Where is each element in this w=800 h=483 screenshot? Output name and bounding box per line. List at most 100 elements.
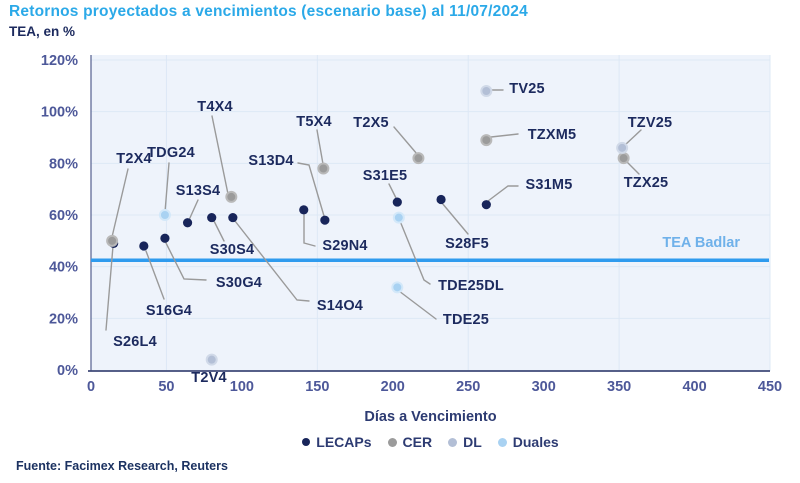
leader-line-t2x4 [111, 168, 129, 238]
legend-dot-dual [497, 437, 507, 447]
legend-item-dual: Duales [497, 434, 559, 450]
point-s16g4 [139, 241, 149, 251]
label-t2v4: T2V4 [191, 370, 226, 386]
point-tdg24 [158, 209, 171, 221]
point-t2x5 [412, 152, 425, 165]
point-s28f5 [436, 194, 446, 205]
point-s29n4 [299, 205, 309, 215]
legend-label-cer: CER [402, 434, 433, 450]
leader-line-s13s4 [188, 199, 199, 221]
point-s14o4 [228, 212, 238, 223]
legend-label-lecap: LECAPs [316, 434, 372, 450]
x-tick-label: 100 [230, 379, 254, 395]
label-s26l4: S26L4 [113, 334, 157, 350]
y-tick-label: 80% [49, 156, 78, 172]
source-note: Fuente: Facimex Research, Reuters [16, 459, 228, 473]
label-tzx25: TZX25 [624, 175, 669, 191]
point-tzv25 [616, 141, 629, 154]
point-s30g4 [160, 233, 170, 243]
x-tick-label: 0 [87, 379, 95, 395]
label-t5x4: T5X4 [296, 114, 331, 130]
x-tick-label: 450 [758, 379, 782, 395]
badlar-label: TEA Badlar [662, 235, 740, 251]
legend-label-dual: Duales [512, 434, 559, 450]
point-t5x4 [317, 162, 330, 175]
y-tick-label: 120% [41, 53, 78, 69]
label-s13d4: S13D4 [248, 153, 293, 169]
leader-line-s28f5 [441, 202, 469, 235]
legend-item-cer: CER [387, 434, 433, 450]
leader-line-t4x4 [211, 115, 229, 195]
leader-line-tzxm5 [490, 133, 519, 138]
label-t4x4: T4X4 [197, 99, 232, 115]
y-tick-label: 20% [49, 311, 78, 327]
x-tick-label: 400 [682, 379, 706, 395]
label-t2x4: T2X4 [116, 151, 151, 167]
leader-line-tde25 [398, 290, 437, 320]
label-s28f5: S28F5 [445, 236, 489, 252]
legend-item-dl: DL [448, 434, 482, 450]
chart-title: Retornos proyectados a vencimientos (esc… [9, 3, 528, 20]
leader-line-s31m5 [487, 185, 519, 202]
legend-dot-cer [387, 437, 397, 447]
leader-line-s30s4 [213, 220, 225, 242]
leader-line-s13d4 [297, 162, 325, 217]
point-tzx25 [617, 152, 630, 165]
label-s31e5: S31E5 [363, 168, 408, 184]
label-t2x5: T2X5 [353, 115, 388, 131]
y-tick-label: 100% [41, 105, 78, 121]
label-tv25: TV25 [509, 81, 544, 97]
point-tv25 [480, 85, 493, 97]
x-axis-title: Días a Vencimiento [364, 409, 497, 425]
label-tde25: TDE25 [443, 312, 489, 328]
legend-label-dl: DL [463, 434, 482, 450]
label-s29n4: S29N4 [322, 238, 367, 254]
x-tick-label: 50 [158, 379, 174, 395]
point-tde25dl [392, 211, 405, 224]
point-s31m5 [481, 200, 491, 210]
leader-line-s14o4 [234, 220, 310, 302]
point-tzxm5 [480, 134, 493, 147]
legend-dot-dl [448, 437, 458, 447]
point-tde25 [391, 281, 404, 294]
x-tick-label: 250 [456, 379, 480, 395]
label-s31m5: S31M5 [526, 177, 573, 193]
point-t2x4 [106, 234, 119, 247]
legend-item-lecap: LECAPs [302, 434, 372, 450]
point-s30s4 [207, 212, 217, 223]
leader-line-tzx25 [625, 160, 640, 175]
x-tick-label: 300 [532, 379, 556, 395]
y-tick-label: 60% [49, 208, 78, 224]
label-s13s4: S13S4 [176, 183, 221, 199]
chart-legend: LECAPs CER DL Duales [91, 434, 770, 450]
point-s13s4 [182, 218, 193, 228]
leader-line-s30g4 [165, 242, 207, 281]
point-s13d4 [320, 215, 330, 225]
leader-line-s29n4 [303, 213, 316, 247]
label-tzv25: TZV25 [628, 115, 673, 131]
point-t4x4 [225, 190, 238, 203]
x-tick-label: 150 [305, 379, 329, 395]
label-s30g4: S30G4 [216, 275, 262, 291]
leader-line-tdg24 [164, 162, 170, 213]
leader-line-tzv25 [624, 129, 642, 146]
leader-line-t5x4 [316, 129, 324, 165]
leader-line-tde25dl [399, 220, 431, 285]
label-s30s4: S30S4 [210, 242, 255, 258]
x-tick-label: 350 [607, 379, 631, 395]
leader-line-s16g4 [145, 250, 165, 300]
legend-dot-lecap [302, 438, 311, 446]
point-t2v4 [205, 353, 218, 366]
label-tde25dl: TDE25DL [438, 278, 504, 294]
chart-subtitle: TEA, en % [9, 24, 76, 39]
leader-line-t2x5 [393, 126, 418, 155]
label-s16g4: S16G4 [146, 303, 192, 319]
y-tick-label: 40% [49, 260, 78, 276]
leader-line-s26l4 [105, 245, 114, 331]
label-tzxm5: TZXM5 [528, 127, 577, 143]
y-tick-label: 0% [57, 363, 78, 379]
x-tick-label: 200 [381, 379, 405, 395]
leader-line-s31e5 [388, 183, 397, 199]
